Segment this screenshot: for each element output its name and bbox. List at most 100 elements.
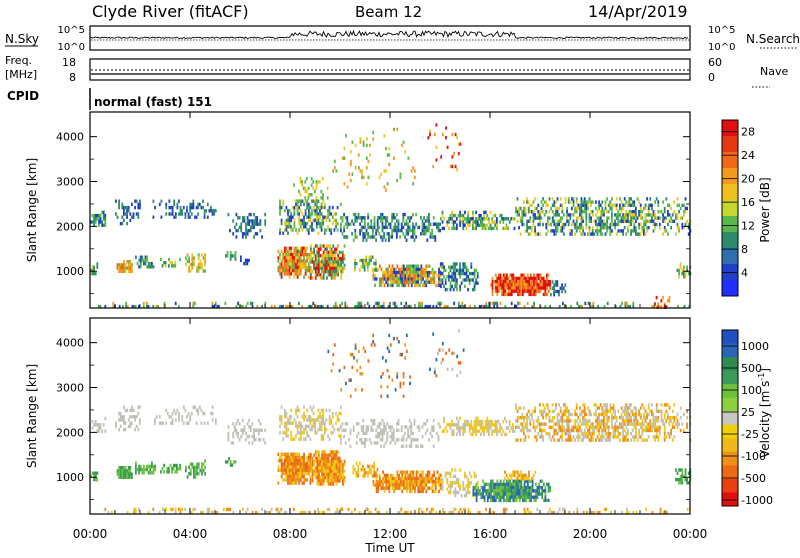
- echo-cell: [640, 210, 642, 213]
- echo-cell: [287, 453, 289, 456]
- echo-cell: [538, 283, 540, 286]
- echo-cell: [681, 468, 683, 471]
- echo-cell: [320, 196, 322, 199]
- echo-cell: [571, 413, 573, 416]
- echo-cell: [579, 204, 581, 207]
- echo-cell: [494, 224, 496, 227]
- echo-cell: [377, 487, 379, 490]
- echo-cell: [630, 216, 632, 219]
- echo-cell: [617, 210, 619, 213]
- echo-cell: [306, 222, 308, 225]
- echo-cell: [287, 428, 289, 431]
- echo-cell: [555, 207, 557, 210]
- echo-cell: [334, 212, 336, 215]
- echo-cell: [305, 266, 307, 269]
- echo-cell: [311, 183, 313, 186]
- echo-cell: [458, 430, 460, 433]
- echo-cell: [298, 219, 300, 222]
- echo-cell: [287, 232, 289, 235]
- echo-cell: [334, 454, 336, 457]
- echo-cell: [560, 410, 562, 413]
- echo-cell: [522, 486, 524, 489]
- echo-cell: [462, 269, 464, 272]
- echo-cell: [372, 226, 374, 229]
- echo-cell: [303, 263, 305, 266]
- echo-cell: [324, 248, 326, 251]
- echo-cell: [433, 490, 435, 493]
- echo-cell: [517, 416, 519, 419]
- echo-cell: [297, 453, 299, 456]
- echo-cell: [527, 274, 529, 277]
- echo-cell: [424, 284, 426, 287]
- echo-cell: [432, 271, 434, 274]
- echo-cell: [536, 438, 538, 441]
- echo-cell: [577, 216, 579, 219]
- echo-cell: [310, 428, 312, 431]
- echo-cell: [435, 480, 437, 483]
- echo-cell: [242, 232, 244, 235]
- echo-cell: [483, 430, 485, 433]
- echo-cell: [316, 180, 318, 183]
- echo-cell: [298, 302, 300, 305]
- echo-cell: [542, 403, 544, 406]
- echo-cell: [306, 256, 308, 259]
- echo-cell: [300, 222, 302, 225]
- echo-cell: [523, 438, 525, 441]
- echo-cell: [295, 206, 297, 209]
- echo-cell: [129, 270, 131, 273]
- echo-cell: [475, 227, 477, 230]
- echo-cell: [199, 203, 201, 206]
- echo-cell: [387, 474, 389, 477]
- echo-cell: [517, 280, 519, 283]
- echo-cell: [481, 492, 483, 495]
- echo-cell: [298, 431, 300, 434]
- echo-cell: [287, 263, 289, 266]
- echo-cell: [382, 483, 384, 486]
- echo-cell: [446, 481, 448, 484]
- echo-cell: [472, 224, 474, 227]
- echo-cell: [310, 212, 312, 215]
- echo-cell: [553, 229, 555, 232]
- echo-cell: [338, 428, 340, 431]
- echo-cell: [350, 179, 352, 182]
- echo-cell: [589, 213, 591, 216]
- echo-cell: [425, 422, 427, 425]
- echo-cell: [247, 302, 249, 305]
- echo-cell: [408, 281, 410, 284]
- echo-cell: [638, 223, 640, 226]
- echo-cell: [633, 223, 635, 226]
- echo-cell: [98, 426, 100, 429]
- echo-cell: [292, 438, 294, 441]
- echo-cell: [135, 468, 137, 471]
- echo-cell: [509, 293, 511, 296]
- echo-cell: [336, 454, 338, 457]
- echo-cell: [509, 486, 511, 489]
- echo-cell: [538, 492, 540, 495]
- echo-cell: [393, 229, 395, 232]
- echo-cell: [310, 270, 312, 273]
- echo-cell: [176, 464, 178, 467]
- echo-cell: [646, 226, 648, 229]
- echo-cell: [425, 268, 427, 271]
- echo-cell: [236, 422, 238, 425]
- echo-cell: [295, 247, 297, 250]
- echo-cell: [513, 492, 515, 495]
- echo-cell: [314, 212, 316, 215]
- echo-cell: [385, 477, 387, 480]
- echo-cell: [316, 257, 318, 260]
- echo-cell: [260, 429, 262, 432]
- echo-cell: [525, 489, 527, 492]
- echo-cell: [318, 454, 320, 457]
- echo-cell: [589, 432, 591, 435]
- echo-cell: [290, 459, 292, 462]
- echo-cell: [316, 251, 318, 254]
- echo-cell: [309, 193, 311, 196]
- echo-cell: [519, 489, 521, 492]
- echo-cell: [322, 222, 324, 225]
- echo-cell: [443, 227, 445, 230]
- echo-cell: [493, 214, 495, 217]
- echo-cell: [295, 469, 297, 472]
- echo-cell: [432, 274, 434, 277]
- echo-cell: [320, 476, 322, 479]
